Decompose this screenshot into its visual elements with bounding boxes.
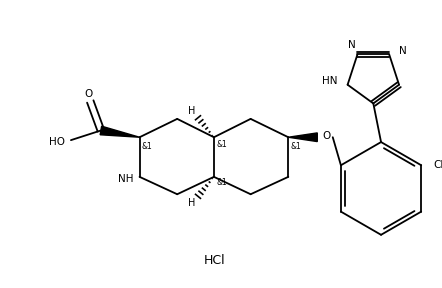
Text: HCl: HCl [204, 254, 226, 267]
Text: &1: &1 [291, 142, 301, 151]
Text: H: H [188, 198, 195, 208]
Text: &1: &1 [142, 142, 152, 151]
Text: O: O [323, 131, 331, 141]
Text: Cl: Cl [434, 160, 442, 170]
Text: &1: &1 [216, 178, 227, 187]
Text: HN: HN [323, 76, 338, 86]
Text: NH: NH [118, 174, 134, 184]
Text: N: N [399, 46, 407, 56]
Text: O: O [84, 89, 92, 99]
Polygon shape [288, 133, 317, 142]
Text: N: N [348, 40, 355, 50]
Text: H: H [188, 106, 195, 116]
Text: &1: &1 [216, 141, 227, 149]
Polygon shape [100, 126, 140, 137]
Text: HO: HO [50, 137, 65, 147]
